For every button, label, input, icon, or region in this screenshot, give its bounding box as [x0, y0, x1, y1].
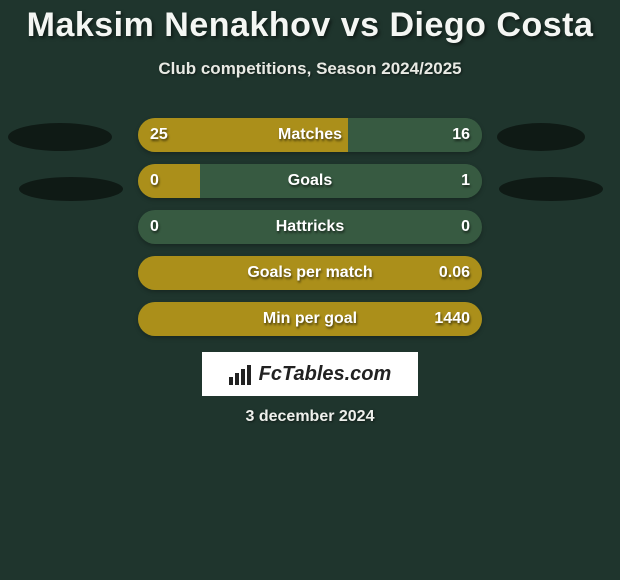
right-value: 16 [452, 118, 470, 152]
stat-label: Goals [138, 164, 482, 198]
stat-label: Goals per match [138, 256, 482, 290]
footer-date: 3 december 2024 [0, 408, 620, 426]
placeholder-shadow [19, 177, 123, 201]
right-value: 1440 [434, 302, 470, 336]
attribution-logo: FcTables.com [202, 352, 418, 396]
stat-row: Goals per match0.06 [138, 256, 482, 290]
logo-text: FcTables.com [259, 363, 392, 386]
placeholder-shadow [499, 177, 603, 201]
stat-label: Min per goal [138, 302, 482, 336]
left-value: 0 [150, 164, 159, 198]
stat-label: Hattricks [138, 210, 482, 244]
page-title: Maksim Nenakhov vs Diego Costa [0, 0, 620, 45]
comparison-stats: Matches2516Goals01Hattricks00Goals per m… [138, 118, 482, 348]
placeholder-shadow [8, 123, 112, 151]
stat-row: Min per goal1440 [138, 302, 482, 336]
subtitle: Club competitions, Season 2024/2025 [0, 59, 620, 79]
placeholder-shadow [497, 123, 585, 151]
stat-row: Matches25 16 [138, 118, 482, 152]
right-value: 0.06 [439, 256, 470, 290]
left-value: 0 [150, 210, 159, 244]
right-value: 1 [461, 164, 470, 198]
bars-icon [229, 363, 255, 385]
stat-row: Goals0 1 [138, 164, 482, 198]
left-value: 25 [150, 118, 168, 152]
right-value: 0 [461, 210, 470, 244]
stat-row: Hattricks0 0 [138, 210, 482, 244]
stat-label: Matches [138, 118, 482, 152]
